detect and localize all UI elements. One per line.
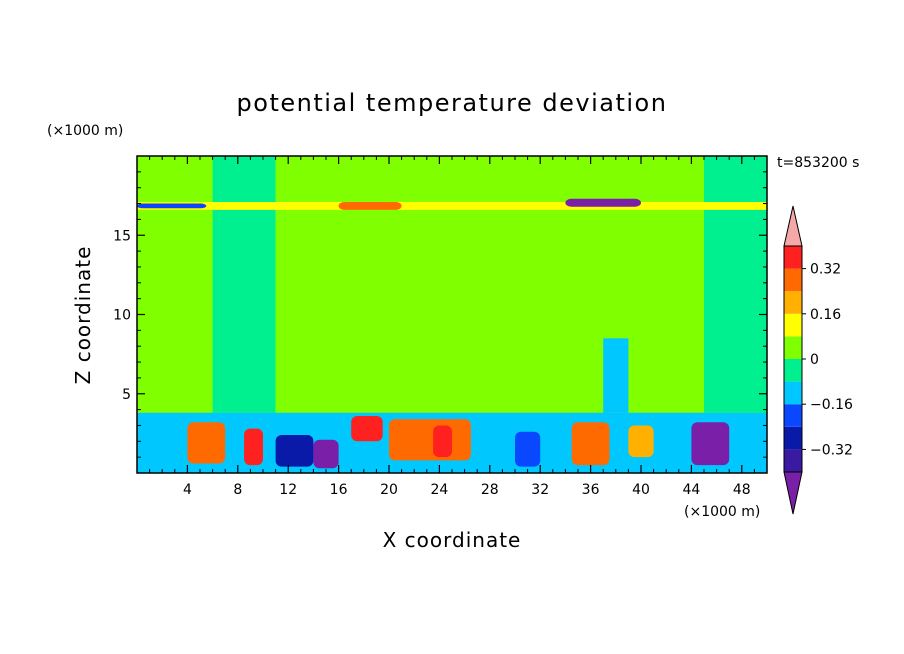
anomaly-cell <box>433 425 452 458</box>
anomaly-cell <box>275 434 314 467</box>
field-region <box>704 156 767 413</box>
x-tick-label: 28 <box>481 482 499 498</box>
x-tick-label: 8 <box>233 482 242 498</box>
colorbar-swatch <box>784 426 802 450</box>
colorbar-upper-extension <box>783 205 803 247</box>
anomaly-cell <box>137 203 207 209</box>
field-region <box>489 156 553 413</box>
x-tick-label: 20 <box>380 482 398 498</box>
x-unit-label: (×1000 m) <box>684 504 760 520</box>
colorbar-swatch <box>784 313 802 337</box>
y-tick-label: 5 <box>122 387 131 403</box>
field-region <box>212 156 276 413</box>
y-tick-label: 10 <box>113 308 131 324</box>
colorbar-swatch <box>784 381 802 405</box>
field-region <box>275 156 490 413</box>
anomaly-cell <box>338 201 402 210</box>
x-tick-label: 44 <box>682 482 700 498</box>
plot-area <box>136 155 768 474</box>
anomaly-cell <box>187 422 226 464</box>
colorbar-tick-label: −0.32 <box>810 442 853 458</box>
layer-tropopause <box>137 201 767 210</box>
y-axis-ticks: 5 10 15 <box>113 171 767 458</box>
anomaly-cell <box>691 422 730 466</box>
colorbar-tick-label: 0.16 <box>810 307 841 323</box>
colorbar-swatch <box>784 336 802 359</box>
anomaly-cell <box>244 428 263 466</box>
chart-title: potential temperature deviation <box>237 89 668 117</box>
anomaly-cell <box>571 422 610 466</box>
x-tick-label: 16 <box>330 482 348 498</box>
x-axis-label: X coordinate <box>383 528 522 552</box>
anomaly-cell <box>565 198 641 207</box>
x-tick-label: 32 <box>531 482 549 498</box>
field-region <box>603 338 629 413</box>
x-tick-label: 4 <box>183 482 192 498</box>
x-tick-label: 12 <box>279 482 297 498</box>
colorbar-swatch <box>784 404 802 427</box>
y-tick-label: 15 <box>113 228 131 244</box>
field-region <box>137 156 213 413</box>
anomaly-cell <box>351 415 383 442</box>
colorbar-swatch <box>784 359 802 382</box>
colorbar-tick-label: 0.32 <box>810 262 841 278</box>
x-tick-label: 36 <box>582 482 600 498</box>
y-axis-label: Z coordinate <box>71 246 95 385</box>
colorbar-tick-label: 0 <box>810 352 819 368</box>
anomaly-cell <box>515 431 541 467</box>
x-tick-label: 40 <box>632 482 650 498</box>
colorbar-swatch <box>784 291 802 314</box>
anomaly-cell <box>628 425 654 458</box>
x-tick-label: 48 <box>733 482 751 498</box>
time-label: t=853200 s <box>777 155 859 171</box>
anomaly-cell <box>389 419 471 461</box>
anomaly-cell <box>313 439 339 469</box>
y-unit-label: (×1000 m) <box>47 123 123 139</box>
colorbar-swatch <box>784 449 802 472</box>
x-tick-label: 24 <box>430 482 448 498</box>
colorbar: 0.32 0.16 0 −0.16 −0.32 <box>783 205 853 515</box>
colorbar-tick-label: −0.16 <box>810 397 853 413</box>
colorbar-swatch <box>784 268 802 292</box>
colorbar-lower-extension <box>783 471 803 515</box>
x-axis-ticks: 4 8 12 16 20 24 28 32 36 40 44 48 <box>149 156 755 498</box>
colorbar-swatch <box>784 246 802 269</box>
